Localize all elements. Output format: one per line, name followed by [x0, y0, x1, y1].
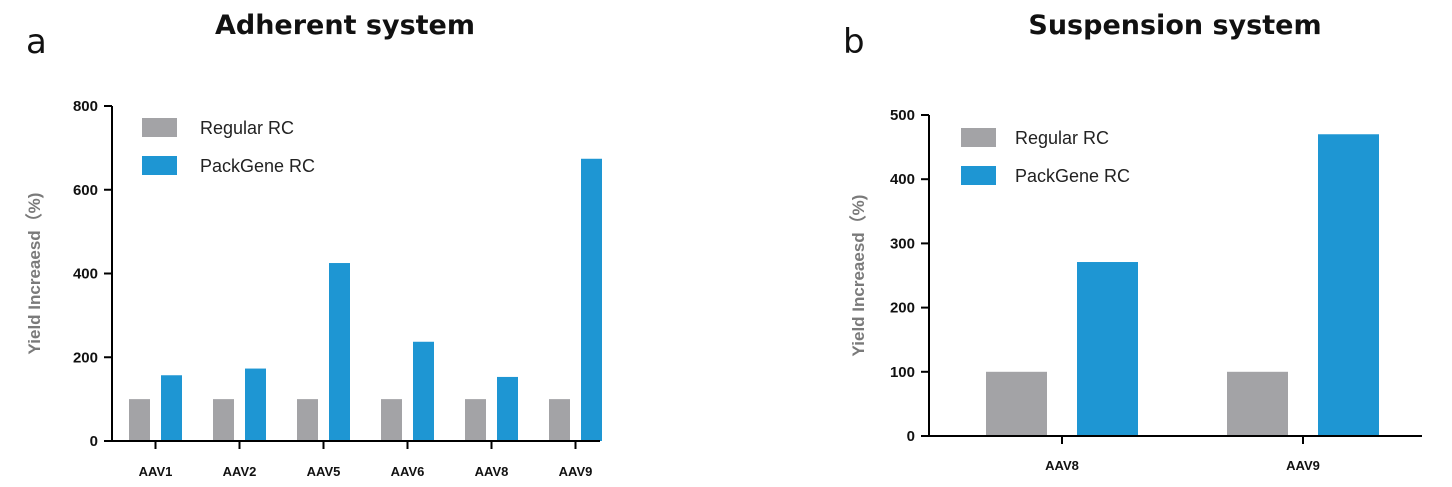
chart2-bar-regular-aav8	[986, 371, 1047, 436]
chart1-x-tick-label: AAV1	[139, 464, 173, 479]
chart1-y-tick-label: 0	[90, 433, 98, 450]
chart1-y-tick-label: 800	[73, 98, 98, 115]
chart1-legend-swatch-packgene	[142, 156, 177, 175]
panel-b-letter: b	[843, 22, 865, 62]
chart2-legend-label-packgene: PackGene RC	[1015, 166, 1130, 186]
chart2-y-tick-label: 400	[890, 171, 915, 188]
chart1-bar-regular-aav6	[381, 399, 402, 441]
chart1-y-axis-title: Yield Increaesd（%)	[24, 193, 44, 355]
chart2-legend-swatch-packgene	[961, 166, 996, 185]
chart1-bar-regular-aav1	[129, 399, 150, 441]
chart1-y-tick-label: 400	[73, 266, 98, 283]
chart1-x-tick-label: AAV8	[475, 464, 509, 479]
chart1-x-tick-label: AAV9	[559, 464, 593, 479]
chart2-y-tick-label: 500	[890, 107, 915, 124]
chart1-x-tick-label: AAV5	[307, 464, 341, 479]
chart2-legend-label-regular: Regular RC	[1015, 128, 1109, 148]
panel-a-title: Adherent system	[214, 10, 475, 41]
chart1-legend-label-packgene: PackGene RC	[200, 156, 315, 176]
chart2-y-axis-title: Yield Increaesd（%)	[848, 195, 868, 357]
panel-a-letter: a	[26, 22, 47, 62]
chart2-y-tick-label: 300	[890, 235, 915, 252]
chart1-x-tick-label: AAV2	[223, 464, 257, 479]
chart1-bar-packgene-aav1	[161, 375, 182, 441]
panel-b-title: Suspension system	[1028, 10, 1322, 41]
chart2-x-tick-label: AAV8	[1045, 458, 1079, 473]
chart1-bar-packgene-aav6	[413, 341, 434, 441]
chart2-y-tick-label: 0	[907, 428, 915, 445]
chart2-bar-regular-aav9	[1227, 371, 1288, 436]
chart2-x-tick-label: AAV9	[1286, 458, 1320, 473]
chart1-bar-regular-aav9	[549, 399, 570, 441]
chart1-bar-packgene-aav8	[497, 376, 518, 441]
chart1-bar-packgene-aav9	[581, 158, 602, 441]
chart2-bar-packgene-aav8	[1077, 262, 1138, 436]
chart1-bar-regular-aav2	[213, 399, 234, 441]
chart1-bar-packgene-aav2	[245, 368, 266, 441]
chart1-bar-regular-aav5	[297, 399, 318, 441]
chart1-y-tick-label: 200	[73, 349, 98, 366]
chart2-bar-packgene-aav9	[1318, 134, 1379, 436]
chart2-y-tick-label: 200	[890, 300, 915, 317]
chart1-legend-swatch-regular	[142, 118, 177, 137]
chart2-y-tick-label: 100	[890, 364, 915, 381]
chart1-legend-label-regular: Regular RC	[200, 118, 294, 138]
chart1-bar-packgene-aav5	[329, 263, 350, 441]
chart1-y-tick-label: 600	[73, 182, 98, 199]
chart1-bar-regular-aav8	[465, 399, 486, 441]
chart1-x-tick-label: AAV6	[391, 464, 425, 479]
chart2-legend-swatch-regular	[961, 128, 996, 147]
